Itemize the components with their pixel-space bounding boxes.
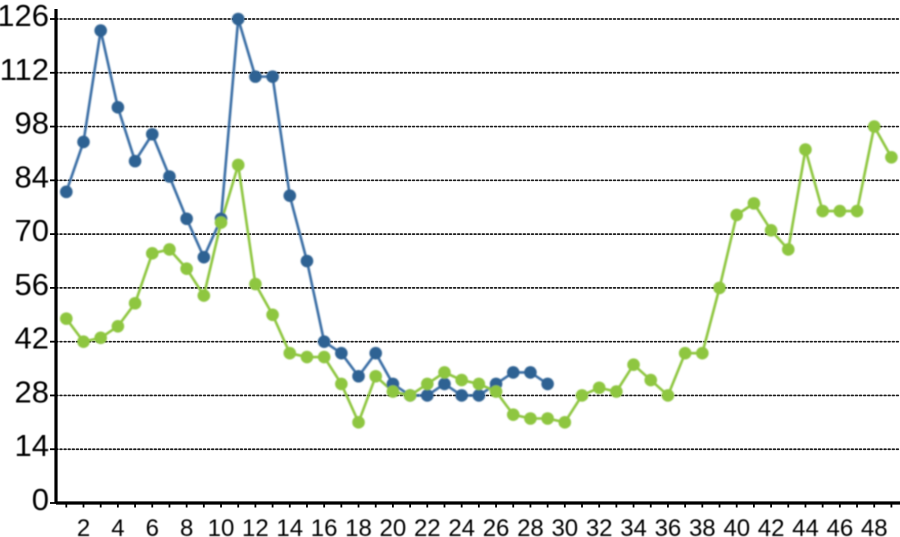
svg-text:26: 26 (483, 515, 510, 537)
svg-text:36: 36 (655, 515, 682, 537)
svg-text:42: 42 (758, 515, 785, 537)
svg-text:20: 20 (380, 515, 407, 537)
svg-text:70: 70 (15, 213, 49, 248)
svg-text:112: 112 (0, 52, 49, 87)
svg-text:98: 98 (15, 106, 49, 141)
svg-text:0: 0 (32, 482, 49, 517)
svg-text:28: 28 (15, 374, 49, 409)
svg-text:28: 28 (517, 515, 544, 537)
svg-text:4: 4 (111, 515, 124, 537)
svg-text:2: 2 (77, 515, 90, 537)
svg-text:30: 30 (551, 515, 578, 537)
svg-text:46: 46 (826, 515, 853, 537)
svg-text:38: 38 (689, 515, 716, 537)
svg-text:10: 10 (208, 515, 235, 537)
svg-text:16: 16 (311, 515, 338, 537)
svg-text:42: 42 (15, 321, 49, 356)
svg-text:56: 56 (15, 267, 49, 302)
svg-text:48: 48 (861, 515, 888, 537)
svg-text:12: 12 (242, 515, 269, 537)
svg-text:34: 34 (620, 515, 647, 537)
svg-text:40: 40 (723, 515, 750, 537)
svg-text:8: 8 (180, 515, 193, 537)
svg-text:14: 14 (15, 428, 49, 463)
svg-text:14: 14 (276, 515, 303, 537)
svg-text:84: 84 (15, 159, 49, 194)
svg-text:32: 32 (586, 515, 613, 537)
svg-text:18: 18 (345, 515, 372, 537)
svg-text:6: 6 (146, 515, 159, 537)
svg-text:44: 44 (792, 515, 819, 537)
svg-text:22: 22 (414, 515, 441, 537)
svg-text:126: 126 (0, 0, 49, 33)
svg-text:24: 24 (448, 515, 475, 537)
